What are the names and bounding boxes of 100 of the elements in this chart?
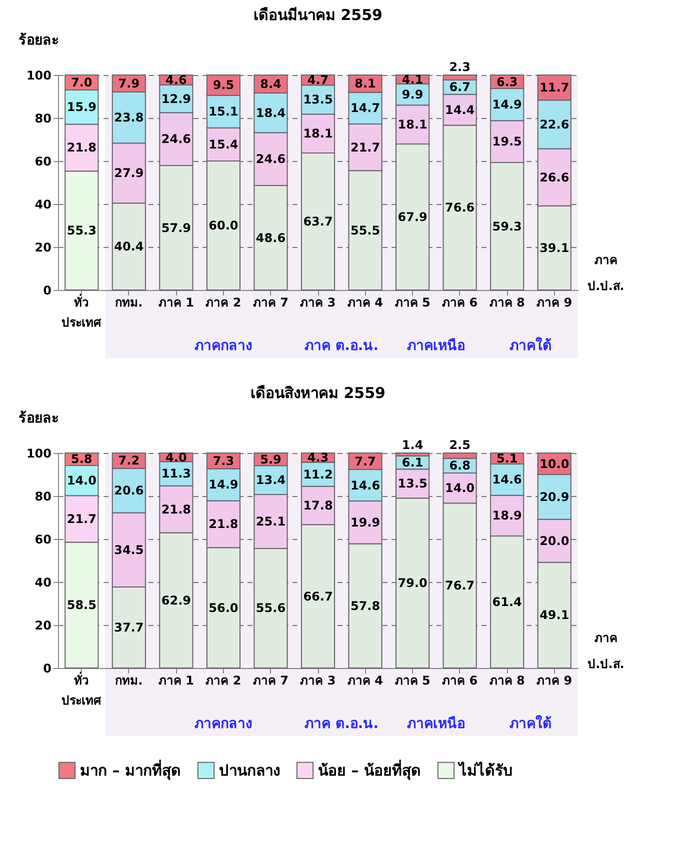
data-label: 37.7 xyxy=(114,620,144,634)
data-label: 7.7 xyxy=(354,454,376,468)
data-label: 26.6 xyxy=(540,170,570,184)
data-label: 55.3 xyxy=(66,224,96,238)
y-tick-label: 20 xyxy=(34,240,52,254)
data-label: 7.2 xyxy=(118,454,140,468)
x-tick-label: ภาค 8 xyxy=(489,296,525,310)
x-tick-label: ภาค 3 xyxy=(300,296,336,310)
data-label: 18.9 xyxy=(492,508,522,523)
chart-title: เดือนสิงหาคม 2559 xyxy=(250,384,386,402)
data-label: 34.5 xyxy=(114,542,144,557)
x-tick-label: ภาค 7 xyxy=(252,674,288,688)
data-label: 19.5 xyxy=(492,134,522,149)
data-label: 11.2 xyxy=(303,467,333,482)
data-label: 14.6 xyxy=(492,472,522,487)
data-label: 18.1 xyxy=(398,118,428,132)
legend-label: ไม่ได้รับ xyxy=(457,760,513,780)
data-label: 14.6 xyxy=(350,478,380,492)
data-label: 15.4 xyxy=(208,137,238,152)
data-label: 5.1 xyxy=(496,451,518,466)
x-tick-label: ภาค 1 xyxy=(158,674,194,688)
data-label: 13.5 xyxy=(303,92,333,107)
y-axis-title: ร้อยละ xyxy=(18,32,60,48)
x-tick-label: ภาค 4 xyxy=(348,296,384,310)
data-label: 20.0 xyxy=(540,534,570,548)
data-label: 5.9 xyxy=(260,452,282,466)
data-label: 2.3 xyxy=(449,60,470,74)
x-tick-label: ภาค 5 xyxy=(394,296,430,310)
band-label: ภาค ต.อ.น. xyxy=(304,716,379,732)
data-label: 12.9 xyxy=(161,92,191,106)
data-label: 8.4 xyxy=(260,77,282,92)
data-label: 7.9 xyxy=(118,76,140,90)
x-tick-label: ภาค 6 xyxy=(442,296,478,310)
data-label: 24.6 xyxy=(161,132,191,146)
y-tick-label: 80 xyxy=(34,490,52,504)
x-axis-title: ภาค ป.ป.ส. xyxy=(588,253,624,293)
data-label: 61.4 xyxy=(492,594,522,609)
data-label: 11.3 xyxy=(161,466,191,481)
y-tick-label: 40 xyxy=(34,198,52,212)
data-label: 21.8 xyxy=(66,140,96,155)
data-label: 5.8 xyxy=(71,452,92,466)
band-label: ภาคกลาง xyxy=(194,338,252,354)
data-label: 14.0 xyxy=(66,474,96,488)
data-label: 7.3 xyxy=(212,454,234,468)
band-label: ภาค ต.อ.น. xyxy=(304,338,379,354)
x-tick-label: กทม. xyxy=(115,674,143,688)
data-label: 76.7 xyxy=(445,578,475,593)
data-label: 76.6 xyxy=(445,200,475,215)
band-label: ภาคเหนือ xyxy=(407,338,466,354)
data-label: 6.8 xyxy=(449,458,470,473)
band-label: ภาคใต้ xyxy=(510,336,552,354)
data-label: 8.1 xyxy=(354,76,376,91)
data-label: 10.0 xyxy=(540,456,570,471)
data-label: 1.4 xyxy=(402,438,424,452)
legend-label: ปานกลาง xyxy=(219,761,280,780)
data-label: 58.5 xyxy=(66,598,96,612)
data-label: 20.6 xyxy=(114,484,144,498)
data-label: 21.7 xyxy=(66,512,96,526)
x-tick-label: กทม. xyxy=(115,296,143,310)
data-label: 13.4 xyxy=(256,473,286,488)
x-tick-label: ภาค 2 xyxy=(206,296,242,310)
x-tick-label: ภาค 7 xyxy=(252,296,288,310)
x-tick-label: ภาค 1 xyxy=(158,296,194,310)
data-label: 14.4 xyxy=(445,102,475,117)
data-label: 25.1 xyxy=(256,514,286,528)
data-label: 18.4 xyxy=(256,106,286,120)
y-tick-label: 100 xyxy=(26,446,52,460)
data-label: 14.7 xyxy=(350,101,380,116)
data-label: 17.8 xyxy=(303,498,333,512)
legend-label: น้อย – น้อยที่สุด xyxy=(318,759,421,780)
x-tick-label: ภาค 2 xyxy=(206,674,242,688)
data-label: 22.6 xyxy=(540,117,570,132)
data-label: 59.3 xyxy=(492,219,522,234)
data-label: 79.0 xyxy=(398,576,428,590)
data-label: 63.7 xyxy=(303,214,333,229)
data-label: 9.5 xyxy=(212,78,234,92)
data-label: 4.7 xyxy=(307,73,329,88)
x-tick-label: ทั่ว ประเทศ xyxy=(62,672,102,708)
band-label: ภาคกลาง xyxy=(194,716,252,732)
data-label: 13.5 xyxy=(398,476,428,491)
x-tick-label: ทั่ว ประเทศ xyxy=(62,294,102,330)
y-tick-label: 0 xyxy=(43,662,52,676)
x-tick-label: ภาค 9 xyxy=(536,296,572,310)
x-axis-title: ภาค ป.ป.ส. xyxy=(588,631,624,671)
data-label: 27.9 xyxy=(114,166,144,180)
x-tick-label: ภาค 3 xyxy=(300,674,336,688)
data-label: 9.9 xyxy=(402,87,424,102)
data-label: 6.1 xyxy=(402,456,424,470)
x-tick-label: ภาค 6 xyxy=(442,674,478,688)
data-label: 4.6 xyxy=(166,72,187,87)
data-label: 55.6 xyxy=(256,601,286,616)
data-label: 15.1 xyxy=(208,104,238,119)
data-label: 14.0 xyxy=(445,481,475,496)
data-label: 67.9 xyxy=(398,210,428,224)
x-tick-label: ภาค 8 xyxy=(489,674,525,688)
data-label: 2.5 xyxy=(449,438,470,452)
data-label: 21.7 xyxy=(350,140,380,154)
data-label: 60.0 xyxy=(208,218,238,232)
data-label: 4.0 xyxy=(166,450,187,464)
data-label: 24.6 xyxy=(256,152,286,166)
